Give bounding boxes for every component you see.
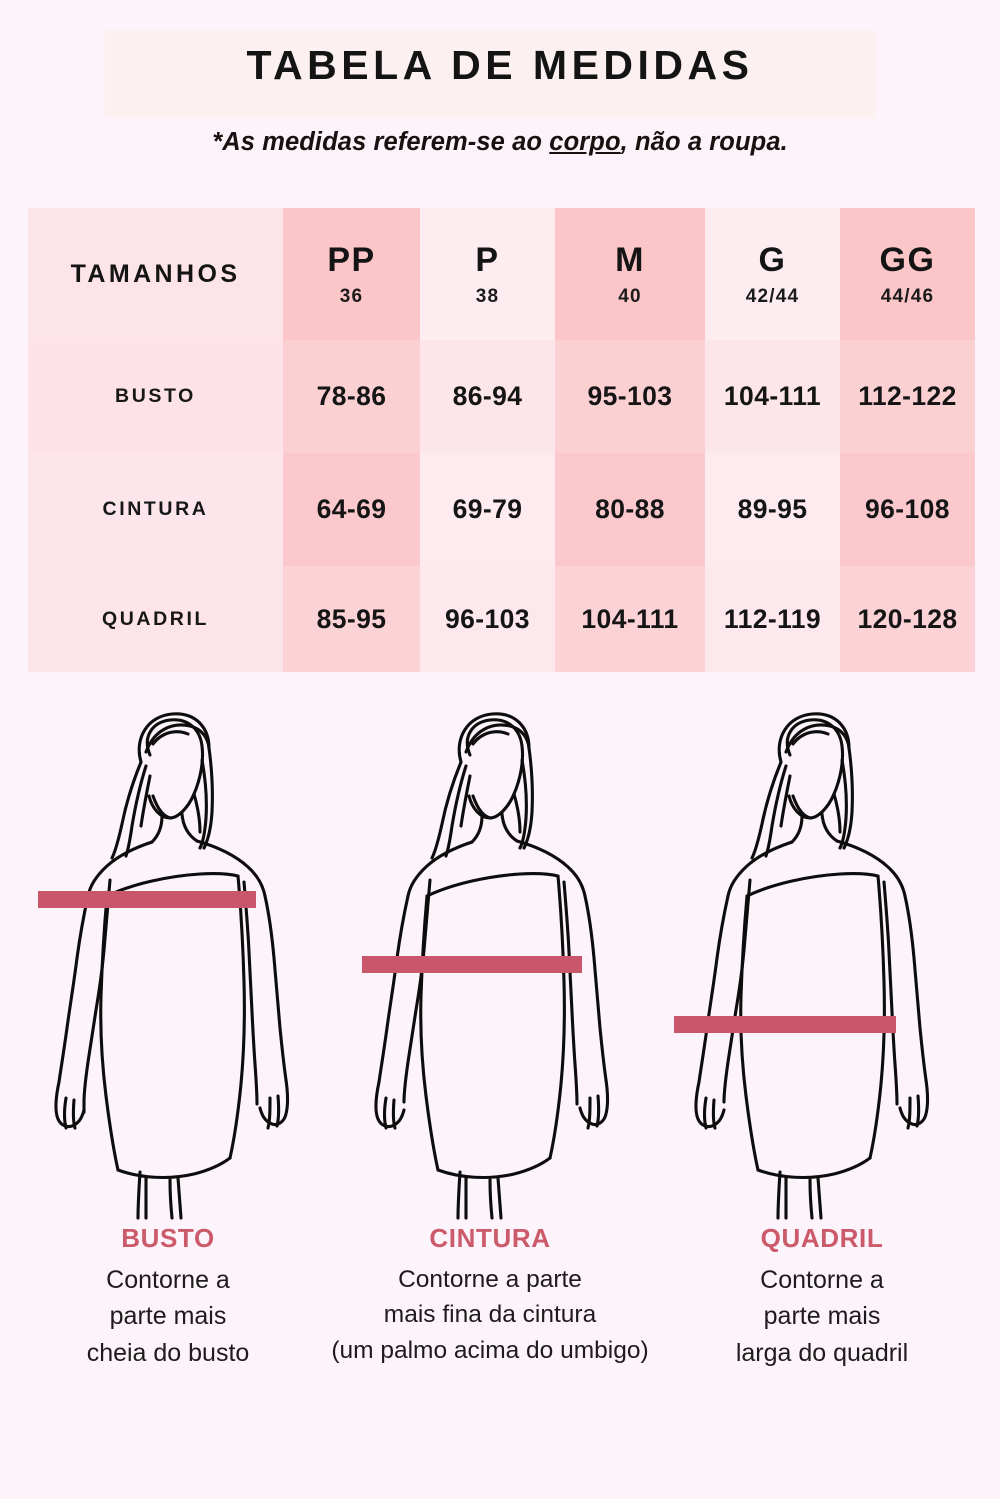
size-label-gg: GG: [879, 240, 936, 279]
table-cell-busto-pp: 78-86: [283, 340, 420, 453]
table-row-label-quadril: QUADRIL: [28, 566, 283, 672]
cell-value: 112-119: [723, 603, 822, 634]
table-cell-busto-g: 104-111: [705, 340, 840, 453]
measure-bar-cintura: [362, 956, 582, 973]
size-number-gg: 44/46: [880, 285, 935, 307]
row-label-text: QUADRIL: [101, 607, 210, 630]
caption-line: Contorne a: [760, 1265, 884, 1294]
caption-title-cintura: CINTURA: [429, 1223, 551, 1253]
figure-cintura: [342, 700, 662, 1220]
cell-value: 89-95: [737, 494, 808, 524]
table-cell-cintura-g: 89-95: [705, 453, 840, 566]
table-cell-busto-p: 86-94: [420, 340, 555, 453]
title-banner: [105, 30, 875, 118]
size-number-g: 42/44: [745, 285, 800, 307]
table-cell-quadril-g: 112-119: [705, 566, 840, 672]
subtitle-text-post: , não a roupa.: [620, 128, 788, 156]
table-cell-quadril-pp: 85-95: [283, 566, 420, 672]
table-row-label-cintura: CINTURA: [28, 453, 283, 566]
caption-body-quadril: Contorne a parte mais larga do quadril: [662, 1262, 982, 1372]
caption-body-cintura: Contorne a parte mais fina da cintura (u…: [330, 1262, 650, 1369]
caption-quadril: QUADRIL Contorne a parte mais larga do q…: [662, 1222, 982, 1371]
caption-cintura: CINTURA Contorne a parte mais fina da ci…: [330, 1222, 650, 1369]
female-body-waist-measure-icon: [362, 712, 610, 1220]
female-body-bust-measure-icon: [38, 712, 290, 1220]
size-number-pp: 36: [339, 285, 364, 307]
cell-value: 104-111: [581, 603, 679, 634]
size-label-p: P: [475, 240, 500, 279]
size-number-m: 40: [618, 285, 642, 307]
table-cell-busto-m: 95-103: [555, 340, 705, 453]
page-title: TABELA DE MEDIDAS: [246, 42, 754, 88]
table-header-m: M 40: [555, 208, 705, 340]
cell-value: 64-69: [316, 494, 387, 524]
cell-value: 95-103: [587, 381, 673, 411]
caption-title-quadril: QUADRIL: [760, 1223, 884, 1253]
table-cell-cintura-m: 80-88: [555, 453, 705, 566]
cell-value: 85-95: [316, 603, 387, 634]
table-cell-quadril-gg: 120-128: [840, 566, 975, 672]
size-label-g: G: [758, 240, 787, 279]
subtitle-text-pre: *As medidas referem-se ao: [212, 128, 550, 156]
cell-value: 96-103: [445, 603, 530, 634]
size-label-m: M: [615, 240, 645, 279]
table-cell-cintura-gg: 96-108: [840, 453, 975, 566]
table-corner-label: TAMANHOS: [70, 259, 241, 288]
cell-value: 104-111: [723, 381, 822, 411]
female-body-hip-measure-icon: [674, 712, 930, 1220]
subtitle-emphasis: corpo: [549, 128, 621, 156]
cell-value: 96-108: [865, 494, 950, 524]
caption-line: (um palmo acima do umbigo): [331, 1337, 649, 1365]
caption-line: Contorne a: [106, 1265, 230, 1294]
table-header-gg: GG 44/46: [840, 208, 975, 340]
figure-illustrations: [0, 700, 1000, 1220]
cell-value: 80-88: [595, 494, 665, 524]
caption-line: Contorne a parte: [398, 1265, 582, 1293]
table-row-label-busto: BUSTO: [28, 340, 283, 453]
row-label-text: BUSTO: [115, 385, 196, 407]
table-corner-header: TAMANHOS: [28, 208, 283, 340]
caption-line: parte mais: [763, 1302, 881, 1330]
table-cell-quadril-m: 104-111: [555, 566, 705, 672]
caption-line: cheia do busto: [86, 1338, 250, 1367]
measure-bar-quadril: [674, 1016, 896, 1033]
table-cell-cintura-pp: 64-69: [283, 453, 420, 566]
caption-line: larga do quadril: [735, 1338, 909, 1367]
measure-bar-busto: [38, 891, 256, 908]
figure-quadril: [662, 700, 982, 1220]
cell-value: 112-122: [858, 381, 957, 411]
cell-value: 120-128: [857, 603, 958, 634]
cell-value: 69-79: [452, 494, 523, 524]
caption-line: parte mais: [109, 1302, 227, 1330]
table-header-p: P 38: [420, 208, 555, 340]
size-label-pp: PP: [327, 240, 376, 279]
caption-title-busto: BUSTO: [121, 1223, 215, 1253]
subtitle-note: *As medidas referem-se ao corpo, não a r…: [0, 128, 1000, 157]
table-header-pp: PP 36: [283, 208, 420, 340]
measurement-instructions: BUSTO Contorne a parte mais cheia do bus…: [0, 1222, 1000, 1382]
row-label-text: CINTURA: [102, 498, 209, 520]
table-cell-quadril-p: 96-103: [420, 566, 555, 672]
caption-line: mais fina da cintura: [383, 1301, 597, 1329]
cell-value: 86-94: [452, 381, 523, 411]
table-cell-busto-gg: 112-122: [840, 340, 975, 453]
table-header-g: G 42/44: [705, 208, 840, 340]
cell-value: 78-86: [316, 381, 387, 411]
measurements-table: TAMANHOS PP 36 P 38 M 40 G 42/44 GG 44/4…: [28, 208, 975, 672]
table-cell-cintura-p: 69-79: [420, 453, 555, 566]
size-number-p: 38: [475, 285, 500, 307]
caption-busto: BUSTO Contorne a parte mais cheia do bus…: [8, 1222, 328, 1371]
caption-body-busto: Contorne a parte mais cheia do busto: [8, 1262, 328, 1372]
figure-busto: [22, 700, 342, 1220]
